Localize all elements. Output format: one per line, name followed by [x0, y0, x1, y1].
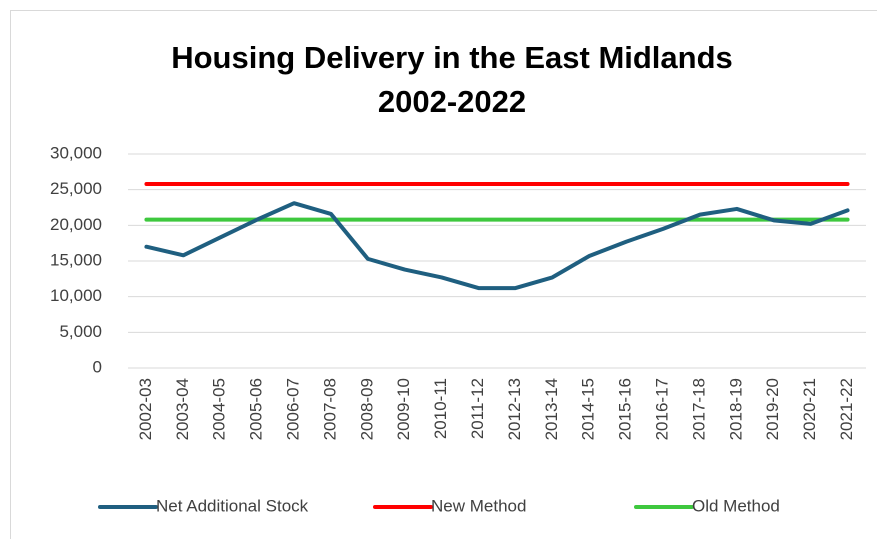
series-line [144, 201, 850, 291]
x-tick-label: 2021-22 [837, 378, 856, 440]
x-tick-label: 2019-20 [763, 378, 782, 440]
chart-title: Housing Delivery in the East Midlands [171, 40, 733, 75]
x-tick-label: 2007-08 [320, 378, 339, 440]
y-tick-label: 0 [93, 357, 102, 376]
legend-label: New Method [431, 496, 526, 515]
y-tick-label: 5,000 [59, 322, 102, 341]
x-tick-label: 2011-12 [468, 378, 487, 439]
x-tick-label: 2020-21 [800, 378, 819, 440]
legend-label: Old Method [692, 496, 780, 515]
y-tick-label: 30,000 [50, 143, 102, 162]
y-tick-label: 15,000 [50, 250, 102, 269]
x-tick-label: 2002-03 [136, 378, 155, 440]
x-tick-label: 2012-13 [505, 378, 524, 440]
x-tick-label: 2005-06 [247, 378, 266, 440]
y-tick-label: 20,000 [50, 215, 102, 234]
legend-label: Net Additional Stock [156, 496, 309, 515]
x-tick-label: 2004-05 [210, 378, 229, 440]
x-tick-label: 2018-19 [726, 378, 745, 440]
chart-title: 2002-2022 [378, 84, 526, 119]
x-tick-label: 2013-14 [542, 378, 561, 440]
x-tick-label: 2006-07 [284, 378, 303, 440]
x-tick-label: 2008-09 [357, 378, 376, 440]
x-tick-label: 2009-10 [394, 378, 413, 440]
x-tick-label: 2010-11 [431, 378, 450, 439]
x-tick-label: 2003-04 [173, 378, 192, 440]
y-tick-label: 10,000 [50, 286, 102, 305]
x-tick-label: 2015-16 [616, 378, 635, 440]
chart-frame [10, 10, 877, 539]
x-tick-label: 2016-17 [653, 378, 672, 440]
x-tick-label: 2017-18 [689, 378, 708, 440]
y-tick-label: 25,000 [50, 179, 102, 198]
x-tick-label: 2014-15 [579, 378, 598, 440]
